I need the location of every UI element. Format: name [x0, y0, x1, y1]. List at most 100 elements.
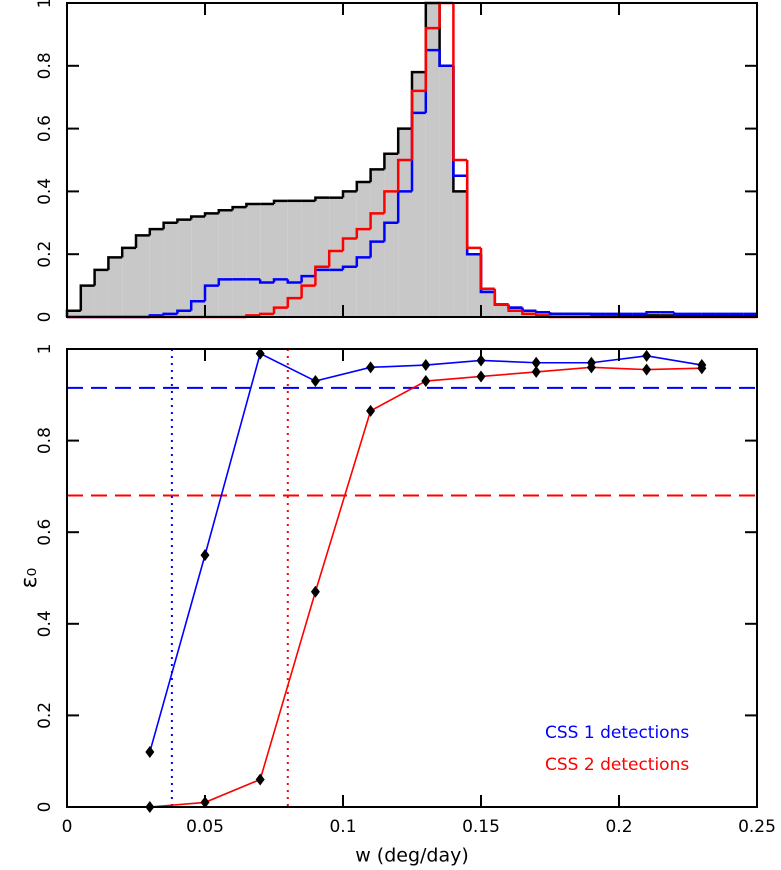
x-tick-label: 0	[62, 817, 73, 837]
histogram-step	[355, 227, 371, 239]
histogram-step	[479, 247, 495, 290]
histogram-step	[134, 234, 150, 248]
point	[255, 347, 265, 360]
histogram-step	[410, 89, 426, 160]
histogram-fill	[494, 304, 509, 317]
legend-label: CSS 1 detections	[545, 723, 689, 743]
histogram-fill	[439, 65, 454, 317]
y-tick-label: 0.6	[35, 519, 55, 546]
histogram-step	[355, 180, 371, 192]
histogram-step	[189, 215, 205, 220]
histogram-step	[231, 205, 247, 211]
histogram-fill	[591, 314, 606, 317]
histogram-step	[93, 268, 109, 286]
histogram-step	[272, 199, 288, 204]
histogram-step	[396, 127, 412, 154]
y-tick-label: 0.4	[35, 178, 55, 205]
point	[531, 365, 541, 378]
histogram-step	[493, 291, 509, 306]
histogram-fill	[412, 72, 426, 317]
histogram-step	[355, 256, 371, 267]
histogram-fill	[577, 313, 592, 317]
histogram-step	[148, 227, 164, 236]
point	[421, 375, 431, 388]
histogram-fill	[246, 203, 261, 317]
y-tick-label: 0.2	[35, 702, 55, 729]
histogram-step	[521, 307, 537, 312]
histogram-step	[452, 3, 468, 162]
histogram-step	[452, 65, 468, 193]
histogram-step	[217, 208, 233, 214]
histogram-step	[107, 256, 123, 270]
histogram-fill	[301, 200, 316, 317]
histogram-step	[465, 191, 481, 256]
histogram-fill	[108, 257, 123, 317]
histogram-step	[438, 50, 454, 68]
histogram-fill	[218, 210, 233, 317]
y-tick-label: 0	[35, 312, 55, 323]
histogram-step	[286, 279, 302, 284]
histogram-step	[341, 190, 357, 198]
histogram-step	[479, 254, 495, 294]
histogram-step	[369, 168, 385, 182]
histogram-step	[534, 313, 550, 317]
histogram-fill	[343, 191, 357, 317]
point	[366, 404, 376, 417]
histogram-fill	[356, 181, 371, 317]
point	[310, 585, 320, 598]
y-tick-label: 0.4	[35, 610, 55, 637]
histogram-step	[162, 312, 178, 316]
histogram-fill	[508, 307, 523, 317]
histogram-step	[465, 175, 481, 256]
histogram-fill	[287, 200, 302, 317]
histogram-fill	[370, 169, 385, 317]
histogram-step	[507, 304, 523, 309]
histogram-fill	[205, 213, 219, 317]
y-tick-label: 0.2	[35, 241, 55, 268]
histogram-fill	[563, 313, 578, 317]
histogram-step	[203, 284, 219, 302]
histogram-step	[203, 212, 219, 217]
point	[586, 361, 596, 374]
histogram-step	[383, 190, 399, 214]
histogram-fill	[453, 191, 468, 317]
histogram-fill	[467, 254, 481, 317]
histogram-fill	[122, 247, 136, 317]
histogram-step	[507, 304, 523, 312]
x-tick-label: 0.1	[329, 817, 356, 837]
point	[366, 361, 376, 374]
histogram-step	[327, 249, 343, 267]
histogram-step	[424, 26, 440, 91]
histogram-step	[176, 309, 192, 314]
histogram-fill	[425, 3, 440, 317]
histogram-fill	[67, 310, 81, 317]
histogram-fill	[274, 200, 288, 317]
histogram-step	[493, 288, 509, 306]
histogram-step	[314, 196, 330, 201]
histogram-fill	[384, 153, 399, 317]
histogram-fill	[329, 197, 343, 317]
histogram-step	[300, 284, 316, 299]
histogram-fill	[398, 128, 412, 317]
histogram-step	[493, 291, 509, 306]
histogram-step	[176, 218, 192, 223]
histogram-step	[521, 310, 537, 316]
histogram-fill	[94, 269, 109, 317]
histogram-step	[314, 265, 330, 286]
histogram-step	[438, 3, 454, 68]
histogram-step	[383, 221, 399, 242]
histogram-step	[548, 312, 564, 316]
histogram-step	[534, 310, 550, 314]
histogram-fill	[136, 235, 150, 317]
histogram-step	[672, 312, 688, 316]
histogram-step	[258, 312, 274, 316]
point	[642, 349, 652, 362]
histogram-step	[245, 202, 261, 208]
histogram-step	[645, 311, 661, 314]
histogram-step	[341, 237, 357, 252]
histogram-step	[300, 274, 316, 283]
histogram-step	[272, 306, 288, 314]
point	[697, 362, 707, 375]
histogram-fill	[80, 285, 95, 317]
